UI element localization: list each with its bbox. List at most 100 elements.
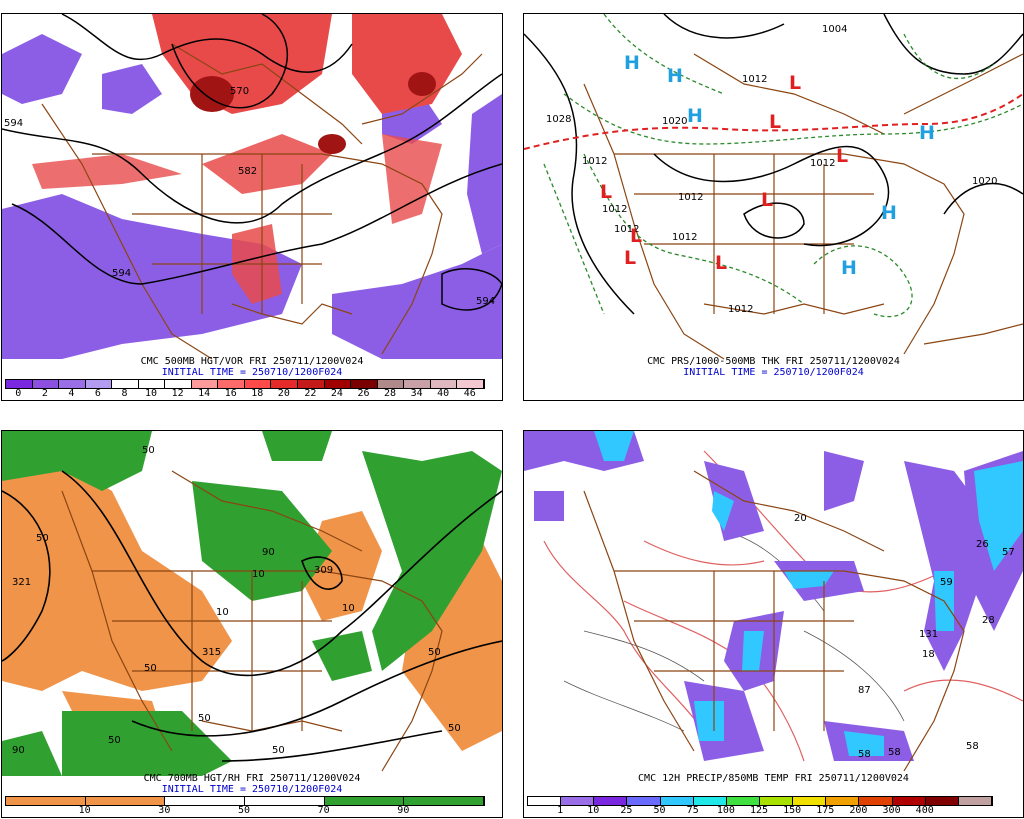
colorbar-tick-label: 100 xyxy=(716,805,735,816)
colorbar-swatch xyxy=(324,797,405,805)
isobar-label: 1012 xyxy=(678,192,703,203)
colorbar-swatch xyxy=(561,797,595,805)
precip-heavy-fill xyxy=(594,431,1023,756)
isobar-label: 1028 xyxy=(546,114,571,125)
panel-caption: CMC 500MB HGT/VOR FRI 250711/1200V024 xyxy=(140,356,364,367)
colorbar-swatch xyxy=(430,380,458,388)
panel-init-time: INITIAL TIME = 250710/1200F024 xyxy=(683,367,864,378)
map-700mb: 321 315 309 50 50 50 50 10 10 90 90 50 5… xyxy=(2,431,502,776)
colorbar-swatch xyxy=(404,797,484,805)
colorbar-swatch xyxy=(59,380,86,388)
contour-label: 582 xyxy=(238,166,257,177)
colorbar-swatch xyxy=(759,797,794,805)
map-500mb: 594 594 594 582 570 xyxy=(2,14,502,360)
height-contours xyxy=(2,14,502,311)
colorbar-swatch xyxy=(793,797,827,805)
contour-label: 26 xyxy=(976,539,989,550)
colorbar-swatch xyxy=(244,797,325,805)
isobar-label: 1012 xyxy=(728,304,753,315)
isobar-label: 1012 xyxy=(742,74,767,85)
low-icon: L xyxy=(630,225,642,247)
map-precip: 131 57 59 87 58 58 58 28 20 26 18 xyxy=(524,431,1023,772)
colorbar-tick-label: 50 xyxy=(653,805,666,816)
colorbar-swatch xyxy=(298,380,325,388)
colorbar-tick-label: 2 xyxy=(41,388,48,399)
panel-500mb-hgt-vor: 594 594 594 582 570 CMC 500MB HGT/VOR FR… xyxy=(1,13,503,401)
isobar-label: 1020 xyxy=(662,116,687,127)
panel-precip-850mb-temp: 131 57 59 87 58 58 58 28 20 26 18 CMC 12… xyxy=(523,430,1024,818)
colorbar-tick-label: 200 xyxy=(849,805,868,816)
boundaries xyxy=(583,53,1023,360)
colorbar-tick-label: 34 xyxy=(410,388,423,399)
isobar-label: 1012 xyxy=(810,158,835,169)
colorbar-swatch xyxy=(404,380,431,388)
contour-label: 58 xyxy=(858,749,871,760)
colorbar-tick-label: 50 xyxy=(237,805,251,816)
colorbar-tick-label: 6 xyxy=(94,388,101,399)
contour-label: 321 xyxy=(12,577,31,588)
low-icon: L xyxy=(761,189,773,211)
colorbar-swatch xyxy=(244,380,272,388)
contour-label: 570 xyxy=(230,86,249,97)
colorbar-tick-label: 90 xyxy=(397,805,410,816)
contour-label: 18 xyxy=(922,649,935,660)
colorbar-swatch xyxy=(85,797,166,805)
contour-label: 50 xyxy=(272,745,285,756)
colorbar-swatch xyxy=(377,380,405,388)
contour-label: 594 xyxy=(476,296,495,307)
colorbar-tick-label: 70 xyxy=(317,805,330,816)
colorbar-swatch xyxy=(324,380,352,388)
panel-caption: CMC 700MB HGT/RH FRI 250711/1200V024 xyxy=(143,773,361,784)
panel-init-time: INITIAL TIME = 250710/1200F024 xyxy=(161,367,343,378)
colorbar-ticks: 0 2 4 6 8 10 12 14 16 18 20 22 24 26 28 34 40 46 xyxy=(5,388,483,400)
colorbar xyxy=(5,796,485,806)
colorbar-tick-label: 46 xyxy=(463,388,476,399)
isobars xyxy=(524,14,1023,315)
colorbar-swatch xyxy=(85,380,113,388)
colorbar xyxy=(527,796,993,806)
contour-label: 58 xyxy=(888,747,901,758)
colorbar-swatch xyxy=(165,797,245,805)
contour-label: 315 xyxy=(202,647,221,658)
colorbar-tick-label: 24 xyxy=(330,388,343,399)
low-icon: L xyxy=(836,145,848,167)
colorbar-tick-label: 28 xyxy=(384,388,397,399)
vorticity-max-fill xyxy=(190,72,436,154)
contour-label: 87 xyxy=(858,685,871,696)
isobar-label: 1020 xyxy=(972,176,997,187)
colorbar-swatch xyxy=(457,380,484,388)
colorbar-swatch xyxy=(958,797,992,805)
low-icon: L xyxy=(715,252,727,274)
temperature-contours xyxy=(543,450,1023,762)
colorbar-swatch xyxy=(660,797,694,805)
contour-label: 28 xyxy=(982,615,995,626)
isobar-label: 1012 xyxy=(602,204,627,215)
colorbar-tick-label: 10 xyxy=(145,388,158,399)
colorbar-swatch xyxy=(138,380,166,388)
low-icon: L xyxy=(624,247,636,269)
colorbar-tick-label: 150 xyxy=(783,805,802,816)
contour-label: 90 xyxy=(12,745,25,756)
colorbar-swatch xyxy=(271,380,299,388)
colorbar-swatch xyxy=(594,797,628,805)
high-icon: H xyxy=(687,105,703,127)
contour-label: 50 xyxy=(448,723,461,734)
colorbar-swatch xyxy=(165,380,192,388)
panel-700mb-hgt-rh: 321 315 309 50 50 50 50 10 10 90 90 50 5… xyxy=(1,430,503,818)
isobar-label: 1012 xyxy=(582,156,607,167)
colorbar-tick-label: 4 xyxy=(68,388,75,399)
contour-label: 90 xyxy=(262,547,275,558)
contour-label: 50 xyxy=(108,735,121,746)
colorbar-tick-label: 10 xyxy=(587,805,600,816)
colorbar-tick-label: 300 xyxy=(882,805,901,816)
contour-label: 50 xyxy=(36,533,49,544)
contour-label: 309 xyxy=(314,565,333,576)
colorbar-swatch xyxy=(112,380,139,388)
colorbar-swatch xyxy=(351,380,378,388)
contour-label: 50 xyxy=(144,663,157,674)
contour-label: 50 xyxy=(142,445,155,456)
panel-init-time: INITIAL TIME = 250710/1200F024 xyxy=(161,784,343,795)
low-icon: L xyxy=(789,72,801,94)
colorbar-swatch xyxy=(6,797,86,805)
colorbar-tick-label: 10 xyxy=(78,805,91,816)
